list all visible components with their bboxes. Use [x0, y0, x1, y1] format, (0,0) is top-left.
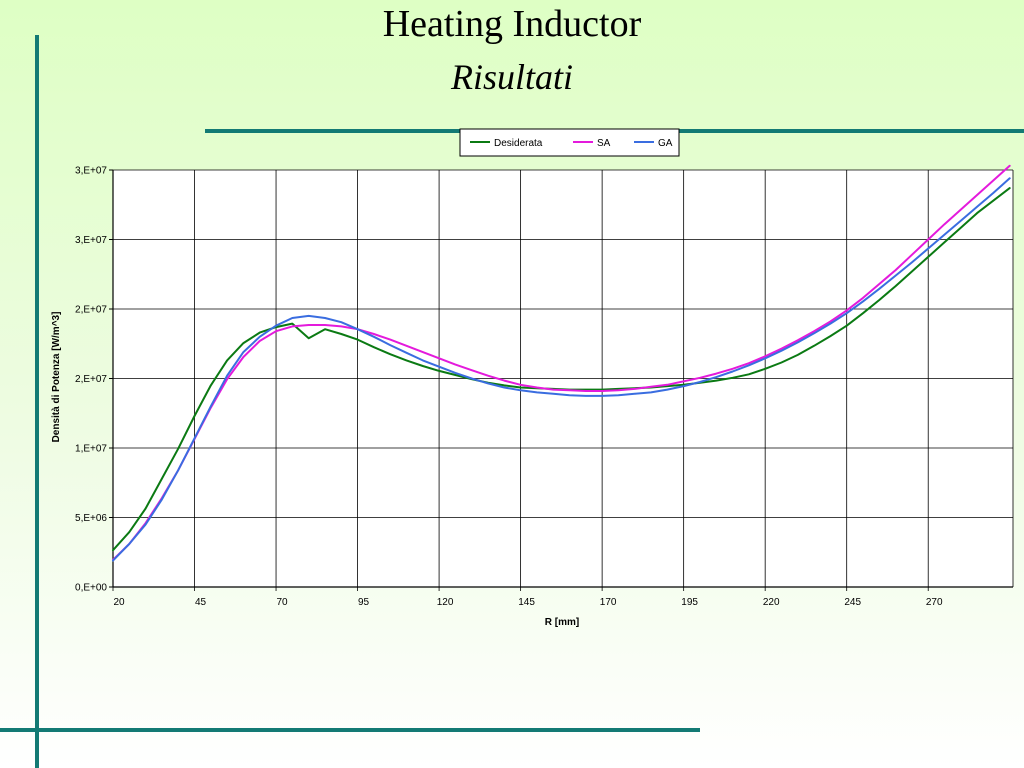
slide-title: Heating Inductor	[382, 3, 642, 45]
y-tick-label: 2,E+07	[75, 374, 107, 385]
x-tick-label: 170	[600, 597, 617, 608]
x-tick-label: 70	[276, 597, 288, 608]
y-tick-label: 3,E+07	[75, 166, 107, 177]
y-tick-label: 0,E+00	[75, 583, 107, 594]
chart-legend: Desiderata SA GA	[459, 128, 680, 157]
legend-label-ga: GA	[658, 138, 673, 149]
y-tick-label: 1,E+07	[75, 444, 107, 455]
series-line-sa	[112, 164, 1011, 561]
y-tick-label: 3,E+07	[75, 235, 107, 246]
x-tick-label: 20	[113, 597, 125, 608]
legend-label-desiderata: Desiderata	[494, 138, 543, 149]
series-line-ga	[112, 177, 1011, 562]
chart-grid	[109, 169, 1013, 591]
x-tick-label: 95	[358, 597, 370, 608]
y-tick-label: 5,E+06	[75, 513, 107, 524]
y-tick-label: 2,E+07	[75, 305, 107, 316]
y-axis-label: Densità di Potenza [W/m^3]	[51, 312, 62, 443]
x-tick-label: 145	[518, 597, 535, 608]
x-tick-label: 220	[763, 597, 780, 608]
bottom-accent-line	[0, 728, 700, 732]
slide-subtitle: Risultati	[450, 57, 573, 97]
chart-axes	[112, 170, 1014, 588]
x-tick-label: 245	[844, 597, 861, 608]
x-tick-label: 45	[195, 597, 207, 608]
x-tick-label: 195	[681, 597, 698, 608]
x-axis-label: R [mm]	[545, 617, 579, 628]
chart-series	[112, 164, 1011, 562]
y-tick-labels: 0,E+00 5,E+06 1,E+07 2,E+07 2,E+07 3,E+07 3,E+…	[75, 166, 107, 594]
x-tick-label: 270	[926, 597, 943, 608]
x-tick-labels: 20 45 70 95 120 145 170 195 220 245 270	[113, 597, 943, 608]
legend-label-sa: SA	[597, 138, 611, 149]
x-tick-label: 120	[437, 597, 454, 608]
slide-title-block: Heating Inductor Risultati	[0, 0, 1024, 99]
vertical-accent-line	[35, 35, 39, 768]
